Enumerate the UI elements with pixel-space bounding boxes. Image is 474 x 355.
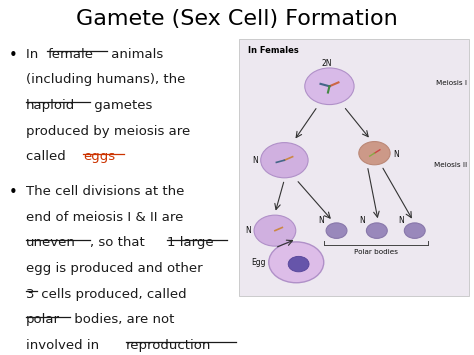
Text: produced by meiosis are: produced by meiosis are [26,125,191,138]
Text: animals: animals [107,48,163,61]
Text: 2N: 2N [322,59,332,68]
Text: N: N [246,226,251,235]
Text: N: N [319,215,324,225]
Text: N: N [393,151,399,159]
Circle shape [359,142,390,165]
Text: 1 large: 1 large [166,236,213,249]
Text: The cell divisions at the: The cell divisions at the [26,185,184,198]
Text: , so that: , so that [91,236,149,249]
Text: uneven: uneven [26,236,76,249]
Text: Meiosis I: Meiosis I [436,80,467,86]
Text: involved in: involved in [26,339,103,352]
Circle shape [404,223,425,238]
Circle shape [254,215,296,246]
Text: haploid: haploid [26,99,75,112]
Text: Egg: Egg [251,258,265,267]
Circle shape [326,223,347,238]
Text: gametes: gametes [90,99,152,112]
Circle shape [305,68,354,105]
Text: N: N [360,215,365,225]
Text: female: female [47,48,93,61]
Text: 3: 3 [26,288,35,301]
Text: N: N [252,156,258,165]
Circle shape [288,256,309,272]
Text: bodies, are not: bodies, are not [70,313,174,326]
Text: eggs: eggs [83,151,115,163]
Text: •: • [9,48,17,62]
Text: egg is produced and other: egg is produced and other [26,262,203,275]
Text: N: N [399,215,404,225]
Text: called: called [26,151,70,163]
Text: Meiosis II: Meiosis II [434,163,467,169]
Text: In Females: In Females [248,47,299,55]
Circle shape [269,242,324,283]
Text: cells produced, called: cells produced, called [37,288,187,301]
Circle shape [366,223,387,238]
Text: reproduction: reproduction [126,339,211,352]
FancyBboxPatch shape [239,39,469,296]
Text: polar: polar [26,313,60,326]
Text: In: In [26,48,43,61]
Text: Polar bodies: Polar bodies [354,250,398,256]
Text: end of meiosis I & II are: end of meiosis I & II are [26,211,183,224]
Text: (including humans), the: (including humans), the [26,73,185,86]
Text: •: • [9,185,17,200]
Text: Gamete (Sex Cell) Formation: Gamete (Sex Cell) Formation [76,9,398,29]
Circle shape [261,143,308,178]
